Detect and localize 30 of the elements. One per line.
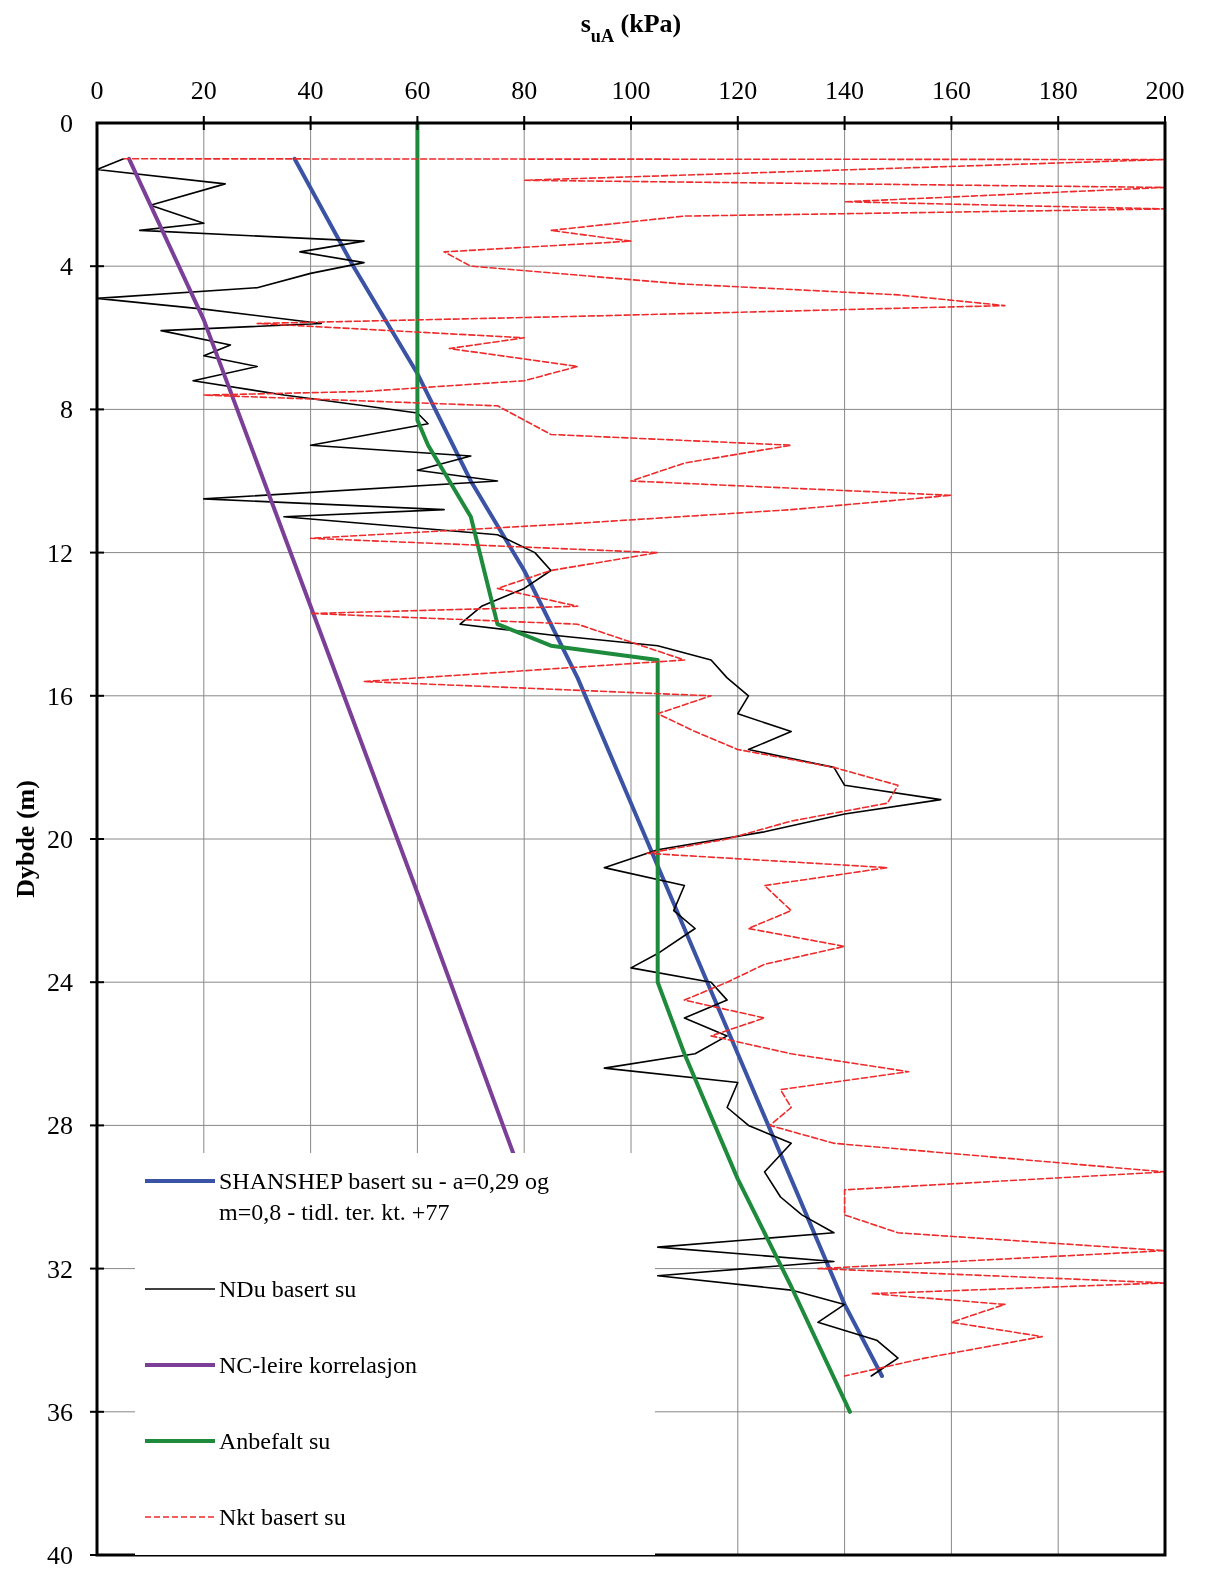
legend-label: SHANSHEP basert su - a=0,29 og m=0,8 - tidl. ter. kt. +77 bbox=[219, 1168, 549, 1225]
x-tick-label: 100 bbox=[611, 76, 651, 105]
legend-label: Anbefalt su bbox=[219, 1428, 331, 1454]
x-tick-label: 120 bbox=[718, 76, 758, 105]
y-tick-label: 12 bbox=[47, 538, 73, 568]
line-series bbox=[122, 158, 1166, 1377]
y-axis-title: Dybde (m) bbox=[11, 780, 40, 898]
y-tick-label: 20 bbox=[47, 825, 73, 854]
y-tick-label: 36 bbox=[47, 1397, 73, 1427]
y-tick-label: 8 bbox=[60, 395, 73, 425]
y-tick-label: 0 bbox=[60, 109, 73, 138]
y-tick-label: 32 bbox=[47, 1254, 73, 1284]
y-tick-label: 40 bbox=[47, 1541, 73, 1570]
x-tick-label: 0 bbox=[90, 76, 104, 105]
x-tick-label: 60 bbox=[404, 76, 431, 105]
y-tick-label: 28 bbox=[47, 1111, 73, 1141]
x-tick-label: 40 bbox=[297, 76, 324, 105]
legend-label: Nkt basert su bbox=[219, 1504, 346, 1530]
x-tick-label: 80 bbox=[511, 76, 538, 105]
x-axis-title: s$_{uA}$ (kPa) bbox=[580, 9, 682, 46]
y-tick-label: 24 bbox=[47, 968, 73, 998]
x-tick-label: 160 bbox=[931, 76, 971, 105]
x-tick-label: 180 bbox=[1038, 76, 1078, 105]
y-tick-label: 16 bbox=[47, 681, 73, 711]
y-tick-label: 4 bbox=[60, 252, 73, 282]
legend-label: NC-leire korrelasjon bbox=[219, 1352, 417, 1378]
legend-label: NDu basert su bbox=[219, 1276, 357, 1302]
x-tick-label: 140 bbox=[825, 76, 865, 105]
x-tick-label: 20 bbox=[190, 76, 217, 105]
x-tick-label: 200 bbox=[1145, 76, 1185, 105]
